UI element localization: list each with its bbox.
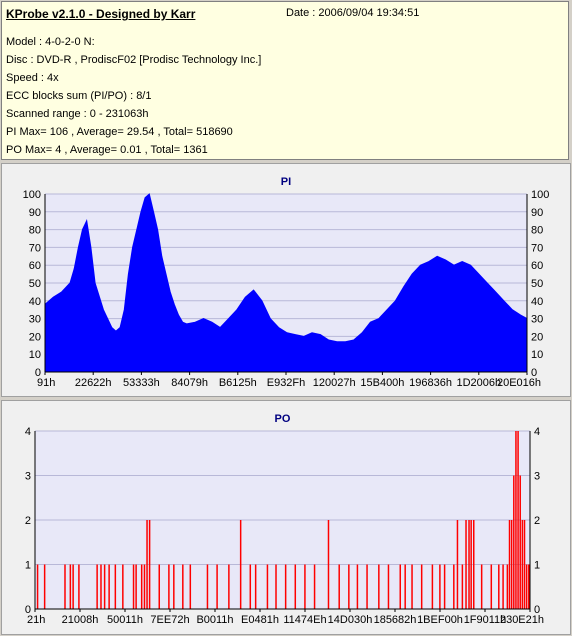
pi-series-area bbox=[44, 193, 528, 373]
y-tick-label-right: 4 bbox=[534, 426, 540, 438]
x-tick-label: 22622h bbox=[75, 377, 112, 389]
x-tick-label: 84079h bbox=[171, 377, 208, 389]
x-tick-label: B0011h bbox=[196, 614, 233, 626]
y-tick-label-right: 60 bbox=[531, 260, 543, 272]
po-chart-panel: PO 0 0 1 1 2 2 3 3 4 4 21h 21008h 50011h 7EE72h B0011h E… bbox=[1, 400, 571, 635]
y-tick-label-left: 0 bbox=[25, 604, 31, 616]
y-tick-label-left: 10 bbox=[29, 349, 41, 361]
y-tick-label-left: 30 bbox=[29, 314, 41, 326]
y-tick-label-left: 100 bbox=[23, 189, 41, 201]
y-tick-label-right: 10 bbox=[531, 349, 543, 361]
pi-chart-panel: PI 0 0 10 10 20 20 30 30 40 40 50 50 60 60 70 70 80 80 90 90… bbox=[1, 163, 571, 397]
pi-summary-line: PI Max= 106 , Average= 29.54 , Total= 51… bbox=[6, 126, 233, 138]
y-tick-label-right: 0 bbox=[534, 604, 540, 616]
x-tick-label: 230E21h bbox=[500, 614, 544, 626]
x-tick-label: E0481h bbox=[241, 614, 279, 626]
x-tick-label: 185682h bbox=[374, 614, 417, 626]
y-tick-label-left: 3 bbox=[25, 471, 31, 483]
y-tick-label-left: 70 bbox=[29, 242, 41, 254]
y-tick-label-right: 3 bbox=[534, 471, 540, 483]
x-tick-label: 21008h bbox=[62, 614, 99, 626]
model-line: Model : 4-0-2-0 N: bbox=[6, 36, 95, 48]
x-tick-label: 11474Eh bbox=[283, 614, 326, 626]
info-panel: KProbe v2.1.0 - Designed by Karr Date : … bbox=[1, 1, 569, 160]
range-line: Scanned range : 0 - 231063h bbox=[6, 108, 149, 120]
y-tick-label-right: 0 bbox=[531, 367, 537, 379]
y-tick-label-left: 20 bbox=[29, 331, 41, 343]
y-tick-label-left: 0 bbox=[35, 367, 41, 379]
y-tick-label-left: 60 bbox=[29, 260, 41, 272]
po-summary-line: PO Max= 4 , Average= 0.01 , Total= 1361 bbox=[6, 144, 208, 156]
speed-line: Speed : 4x bbox=[6, 72, 59, 84]
x-tick-label: 120027h bbox=[313, 377, 356, 389]
y-tick-label-left: 80 bbox=[29, 225, 41, 237]
x-tick-label: 21h bbox=[27, 614, 45, 626]
scan-date: Date : 2006/09/04 19:34:51 bbox=[286, 7, 420, 19]
y-tick-label-right: 20 bbox=[531, 331, 543, 343]
x-tick-label: 1F9011h bbox=[464, 614, 507, 626]
y-tick-label-left: 1 bbox=[25, 560, 31, 572]
x-tick-label: 50011h bbox=[107, 614, 143, 626]
po-chart: PO 0 0 1 1 2 2 3 3 4 4 21h 21008h 50011h 7EE72h B0011h E… bbox=[25, 413, 544, 626]
y-tick-label-right: 40 bbox=[531, 296, 543, 308]
ecc-line: ECC blocks sum (PI/PO) : 8/1 bbox=[6, 90, 152, 102]
x-tick-label: 14D030h bbox=[328, 614, 373, 626]
y-tick-label-left: 4 bbox=[25, 426, 31, 438]
y-tick-label-left: 50 bbox=[29, 278, 41, 290]
x-tick-label: 7EE72h bbox=[150, 614, 189, 626]
y-tick-label-right: 1 bbox=[534, 560, 540, 572]
y-tick-label-right: 80 bbox=[531, 225, 543, 237]
pi-chart: PI 0 0 10 10 20 20 30 30 40 40 50 50 60 60 70 70 80 80 90 90… bbox=[23, 176, 550, 389]
x-tick-label: 1D2006h bbox=[456, 377, 501, 389]
x-tick-label: 1BEF00h bbox=[417, 614, 463, 626]
x-tick-label: B6125h bbox=[219, 377, 257, 389]
y-tick-label-right: 90 bbox=[531, 207, 543, 219]
x-tick-label: 53333h bbox=[123, 377, 160, 389]
y-tick-label-right: 30 bbox=[531, 314, 543, 326]
y-tick-label-right: 50 bbox=[531, 278, 543, 290]
y-tick-label-right: 70 bbox=[531, 242, 543, 254]
disc-line: Disc : DVD-R , ProdiscF02 [Prodisc Techn… bbox=[6, 54, 262, 66]
y-tick-label-left: 40 bbox=[29, 296, 41, 308]
x-tick-label: 15B400h bbox=[360, 377, 404, 389]
x-tick-label: 196836h bbox=[409, 377, 452, 389]
y-tick-label-right: 100 bbox=[531, 189, 549, 201]
x-tick-label: 20E016h bbox=[497, 377, 541, 389]
chart-title: PI bbox=[281, 176, 291, 188]
y-tick-label-left: 90 bbox=[29, 207, 41, 219]
x-tick-label: E932Fh bbox=[267, 377, 306, 389]
chart-title: PO bbox=[275, 413, 291, 425]
app-title: KProbe v2.1.0 - Designed by Karr bbox=[6, 7, 196, 21]
y-tick-label-right: 2 bbox=[534, 515, 540, 527]
y-tick-label-left: 2 bbox=[25, 515, 31, 527]
x-tick-label: 91h bbox=[37, 377, 55, 389]
